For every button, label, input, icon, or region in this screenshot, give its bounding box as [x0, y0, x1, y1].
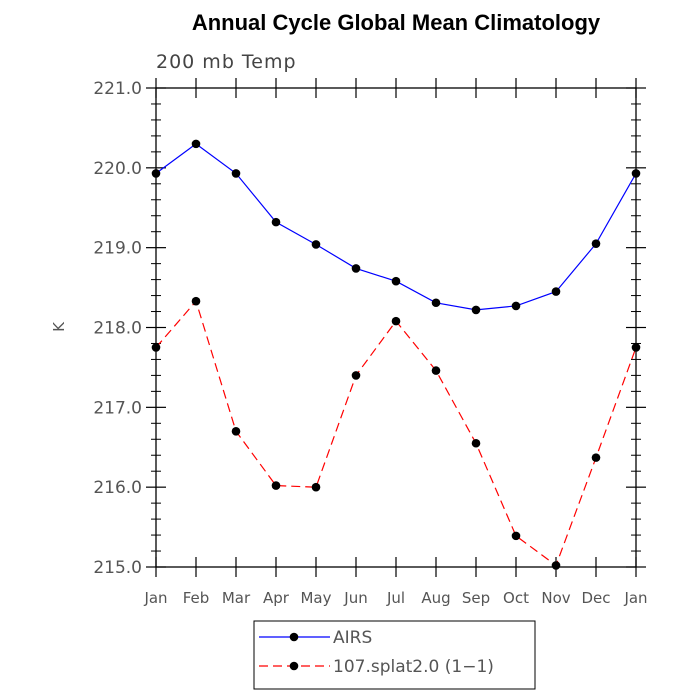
x-tick-label: May — [300, 589, 331, 607]
x-tick-label: Mar — [222, 589, 251, 607]
series-1-point — [551, 287, 561, 296]
x-tick-label: Jan — [623, 589, 647, 607]
series-2-point — [151, 343, 161, 352]
x-tick-label: Oct — [503, 589, 529, 607]
series-1-point — [231, 169, 241, 178]
legend: AIRS 107.splat2.0 (1−1) — [253, 620, 536, 690]
x-tick-label: Sep — [462, 589, 490, 607]
y-tick-label: 219.0 — [93, 239, 142, 259]
series-1-point — [391, 276, 401, 286]
y-tick-label: 220.0 — [93, 159, 142, 179]
series-2-point — [231, 426, 241, 436]
series-2-point — [311, 482, 321, 492]
series-1-point — [311, 240, 321, 249]
series-2-point — [591, 453, 601, 462]
legend-label-1: AIRS — [333, 628, 372, 648]
series-2-point — [191, 296, 201, 306]
plot-frame — [155, 87, 637, 568]
x-tick-label: Jul — [386, 589, 405, 607]
series-2-point — [351, 371, 361, 380]
series-1-point — [351, 264, 361, 273]
series-1-point — [631, 169, 641, 178]
y-tick-label: 216.0 — [93, 478, 142, 498]
x-tick-label: Dec — [581, 589, 610, 607]
y-tick-label: 221.0 — [93, 79, 142, 99]
plot-area: 215.0 216.0 217.0 218.0 219.0 220.0 221.0 Jan Fe… — [93, 78, 648, 607]
series-2-point — [551, 561, 561, 570]
series-2-point — [511, 531, 521, 541]
y-tick-label: 217.0 — [93, 398, 142, 418]
chart-subtitle: 200 mb Temp — [156, 51, 297, 73]
legend-label-2: 107.splat2.0 (1−1) — [333, 657, 494, 677]
x-tick-label: Jun — [343, 589, 367, 607]
legend-box — [253, 620, 536, 690]
series-2-point — [631, 343, 641, 352]
chart-title: Annual Cycle Global Mean Climatology — [192, 10, 601, 35]
series-1-point — [511, 301, 521, 311]
x-tick-label: Feb — [183, 589, 210, 607]
series-1-point — [591, 239, 601, 248]
y-axis-label: K — [50, 321, 68, 332]
series-2-point — [391, 316, 401, 326]
series-1-point — [471, 305, 481, 315]
legend-marker-1 — [289, 632, 299, 642]
series-1-point — [191, 139, 201, 149]
series-1-point — [151, 169, 161, 178]
series-2-point — [271, 481, 281, 490]
series-2-point — [431, 366, 441, 375]
series-line-2 — [155, 299, 637, 567]
x-tick-label: Nov — [541, 589, 570, 607]
y-tick-label: 218.0 — [93, 319, 142, 339]
series-1-point — [271, 217, 281, 227]
x-tick-label: Aug — [421, 589, 450, 607]
series-1-point — [431, 298, 441, 308]
series-2-point — [471, 438, 481, 448]
x-tick-label: Jan — [143, 589, 167, 607]
y-tick-label: 215.0 — [93, 558, 142, 578]
x-tick-label: Apr — [263, 589, 290, 607]
legend-marker-2 — [289, 661, 299, 671]
